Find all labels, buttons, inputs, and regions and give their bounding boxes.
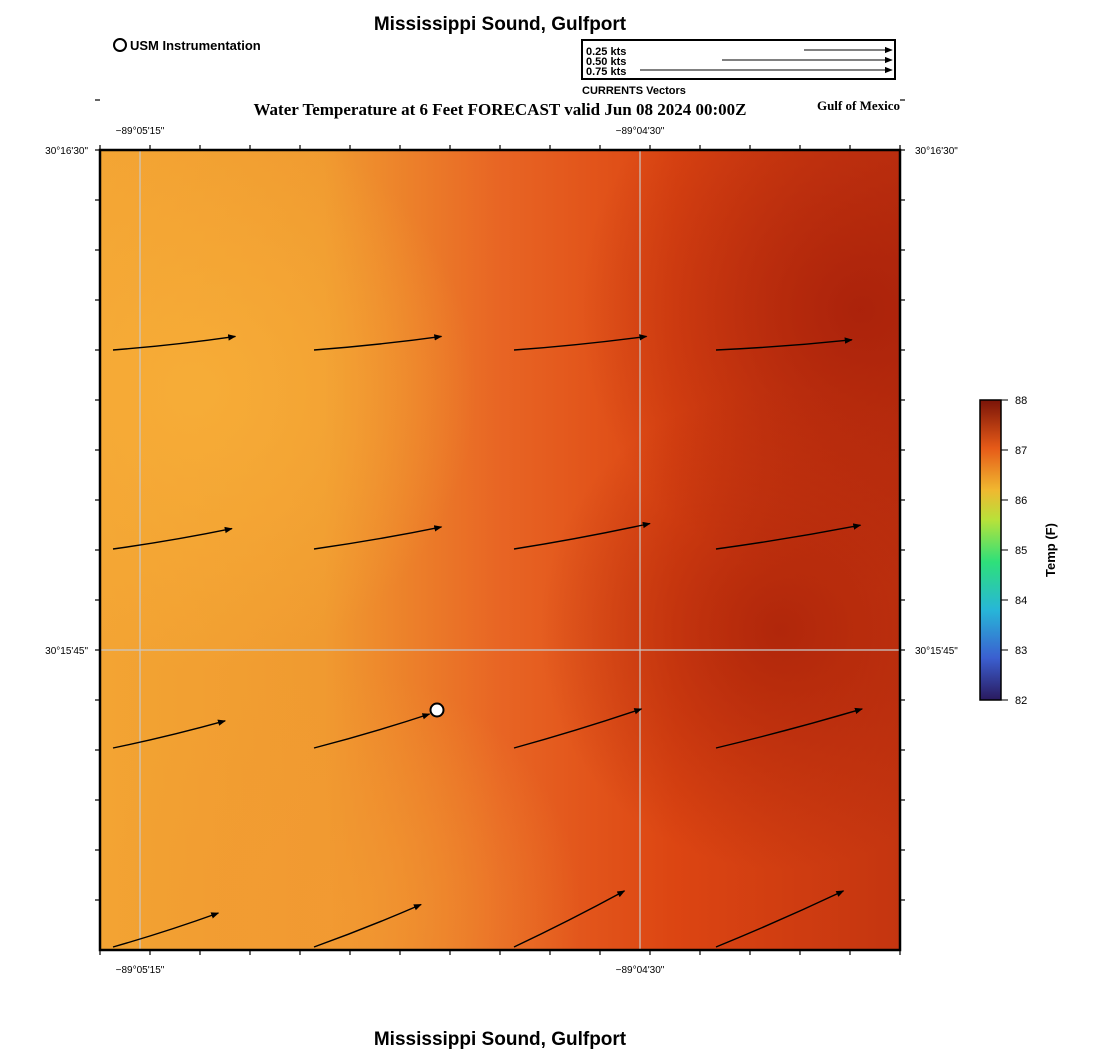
current-vector-arrow	[112, 526, 233, 550]
current-vector-arrow	[112, 334, 237, 351]
current-vector-arrow	[313, 334, 443, 351]
right-y-tick-label: 30°15'45"	[915, 646, 958, 657]
current-vector-arrow	[313, 903, 422, 948]
frame-ticks	[95, 99, 905, 955]
current-vector-arrow	[313, 525, 443, 550]
map-title-bottom: Mississippi Sound, Gulfport	[374, 1029, 627, 1050]
right-y-tick-label: 30°16'30"	[915, 146, 958, 157]
current-vector-arrow	[112, 912, 220, 948]
map-subtitle: Water Temperature at 6 Feet FORECAST val…	[254, 100, 747, 119]
current-vector-arrow	[513, 708, 643, 749]
temperature-colorbar: 88 87 86 85 84 83 82 Temp (F)	[979, 395, 1058, 707]
vector-legend: 0.25 kts 0.50 kts 0.75 kts CURRENTS Vect…	[581, 39, 896, 97]
bottom-x-tick-label: −89°04'30"	[616, 965, 665, 976]
colorbar-tick-label: 85	[1015, 545, 1027, 557]
current-vector-arrow	[715, 337, 853, 351]
left-y-tick-label: 30°16'30"	[45, 146, 88, 157]
instrument-legend-label: USM Instrumentation	[130, 38, 261, 53]
current-vector-arrow	[715, 707, 863, 749]
left-y-tick-label: 30°15'45"	[45, 646, 88, 657]
instrument-legend: USM Instrumentation	[113, 38, 261, 53]
current-vector-arrow	[513, 521, 651, 550]
top-x-tick-label: −89°04'30"	[616, 126, 665, 137]
bottom-x-tick-label: −89°05'15"	[116, 965, 165, 976]
graticule	[100, 150, 900, 950]
current-vector-arrow	[513, 334, 648, 351]
map-title-top: Mississippi Sound, Gulfport	[374, 14, 627, 35]
current-vector-arrow	[313, 713, 431, 749]
colorbar-tick-label: 87	[1015, 445, 1027, 457]
colorbar-tick-label: 86	[1015, 495, 1027, 507]
vector-legend-label-2: 0.50 kts	[586, 56, 626, 68]
colorbar-tick-label: 82	[1015, 695, 1027, 707]
current-vector-arrow	[715, 890, 845, 948]
colorbar-ticks: 88 87 86 85 84 83 82	[1001, 395, 1027, 707]
current-vector-arrow	[112, 719, 226, 749]
vector-legend-label-3: 0.75 kts	[586, 66, 626, 78]
usm-instrument-station-icon[interactable]	[429, 702, 445, 718]
instrument-legend-marker-icon	[113, 38, 127, 52]
current-vectors	[112, 334, 863, 948]
current-vector-arrow	[715, 523, 862, 550]
colorbar-tick-label: 88	[1015, 395, 1027, 407]
current-vector-arrow	[513, 890, 626, 948]
vector-legend-title: CURRENTS Vectors	[582, 85, 686, 97]
top-x-tick-label: −89°05'15"	[116, 126, 165, 137]
colorbar-ramp	[979, 399, 1002, 701]
temperature-field	[100, 150, 900, 950]
vector-legend-label-1: 0.25 kts	[586, 46, 626, 58]
colorbar-tick-label: 84	[1015, 595, 1027, 607]
colorbar-tick-label: 83	[1015, 645, 1027, 657]
colorbar-label: Temp (F)	[1043, 523, 1058, 577]
region-label: Gulf of Mexico	[817, 98, 900, 113]
